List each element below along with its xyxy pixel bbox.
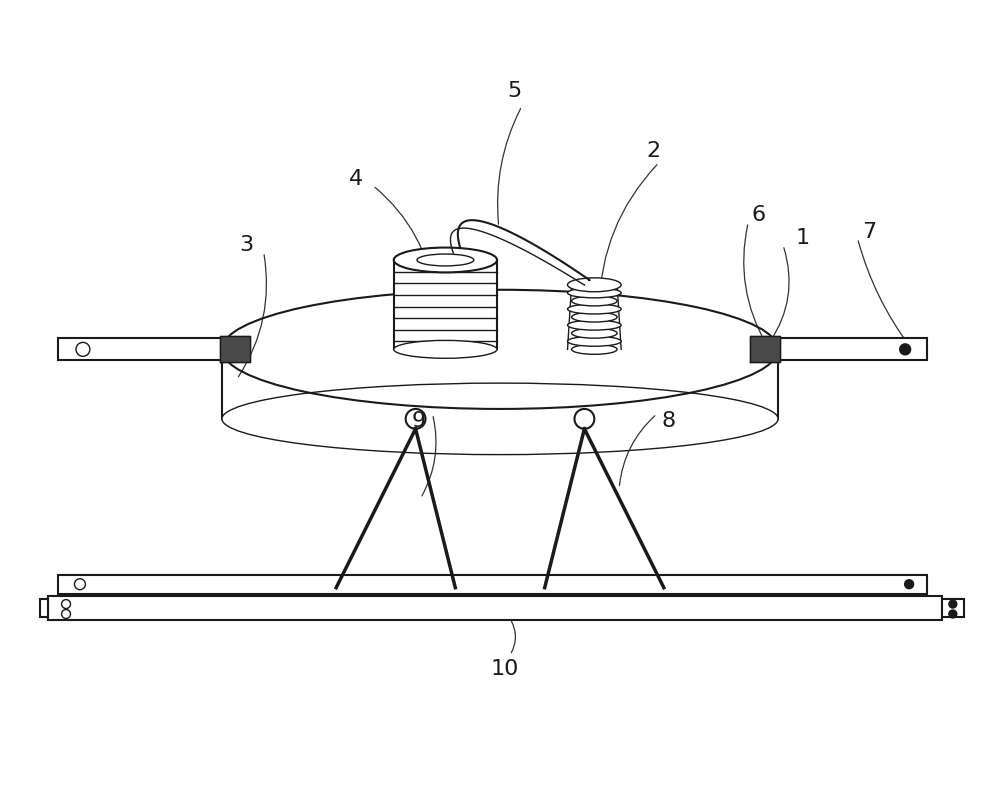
- FancyBboxPatch shape: [40, 598, 48, 618]
- Text: 4: 4: [349, 169, 363, 189]
- Circle shape: [905, 580, 914, 589]
- Text: 6: 6: [751, 205, 765, 225]
- FancyBboxPatch shape: [48, 595, 942, 621]
- Ellipse shape: [417, 254, 474, 266]
- FancyBboxPatch shape: [58, 339, 222, 360]
- Text: 3: 3: [240, 235, 254, 255]
- Ellipse shape: [568, 320, 621, 330]
- Polygon shape: [220, 336, 250, 362]
- FancyBboxPatch shape: [394, 260, 497, 349]
- Ellipse shape: [568, 304, 621, 314]
- FancyBboxPatch shape: [778, 339, 927, 360]
- Ellipse shape: [222, 290, 778, 409]
- Ellipse shape: [572, 296, 617, 306]
- Text: 8: 8: [662, 411, 676, 431]
- Ellipse shape: [572, 328, 617, 338]
- Text: 9: 9: [412, 411, 426, 431]
- Ellipse shape: [568, 278, 621, 292]
- Polygon shape: [750, 336, 780, 362]
- Circle shape: [949, 600, 957, 608]
- Ellipse shape: [394, 248, 497, 272]
- FancyBboxPatch shape: [942, 598, 964, 618]
- Text: 2: 2: [647, 141, 661, 161]
- Ellipse shape: [572, 312, 617, 322]
- Text: 7: 7: [862, 222, 876, 242]
- Ellipse shape: [568, 336, 621, 346]
- Text: 1: 1: [796, 229, 810, 248]
- Text: 5: 5: [508, 81, 522, 101]
- FancyBboxPatch shape: [58, 574, 927, 594]
- Circle shape: [949, 610, 957, 618]
- Ellipse shape: [222, 383, 778, 455]
- Ellipse shape: [572, 344, 617, 354]
- Ellipse shape: [394, 340, 497, 358]
- Ellipse shape: [568, 288, 621, 298]
- Text: 10: 10: [491, 659, 519, 679]
- Circle shape: [900, 344, 911, 355]
